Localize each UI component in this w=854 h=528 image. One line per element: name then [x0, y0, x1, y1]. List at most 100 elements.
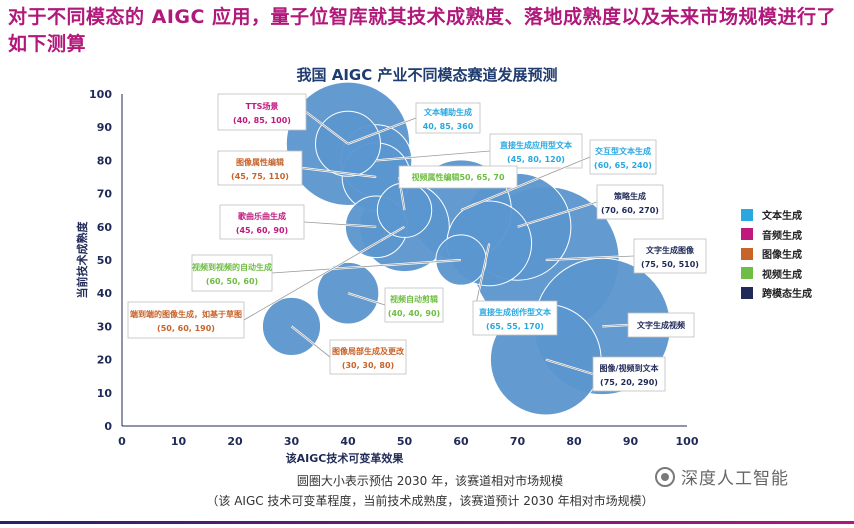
label-box — [191, 254, 273, 292]
bubble-label: 策略生成 — [614, 191, 646, 201]
label-box — [627, 312, 695, 338]
legend-item: 文本生成 — [741, 205, 812, 225]
y-tick-label: 40 — [97, 287, 113, 300]
bubble-value: (40, 40, 90) — [388, 309, 440, 318]
legend-item: 音频生成 — [741, 225, 812, 245]
label-box — [633, 238, 707, 274]
bubble-label: 图像局部生成及更改 — [332, 346, 405, 356]
x-tick-label: 60 — [453, 435, 469, 448]
x-tick-label: 80 — [566, 435, 582, 448]
watermark-text: 深度人工智能 — [681, 469, 789, 489]
legend-item: 跨模态生成 — [741, 283, 812, 303]
y-tick-label: 50 — [97, 254, 113, 267]
leader-line — [303, 221, 377, 228]
y-tick-label: 0 — [104, 420, 112, 433]
bubble-label: 文字生成视频 — [637, 320, 685, 330]
bubble-label: 视频属性编辑50, 65, 70 — [411, 172, 504, 182]
bubble-label: 交互型文本生成 — [595, 146, 651, 156]
y-tick-label: 90 — [97, 121, 113, 134]
legend-label: 文本生成 — [762, 211, 802, 223]
legend-label: 音频生成 — [762, 230, 802, 242]
leader-line — [271, 259, 462, 274]
y-tick-label: 80 — [97, 154, 113, 167]
x-tick-label: 40 — [340, 435, 356, 448]
legend-swatch — [741, 267, 753, 280]
legend-item: 视频生成 — [741, 264, 812, 284]
legend-swatch — [741, 247, 753, 260]
legend-swatch — [741, 286, 753, 299]
legend: 文本生成音频生成图像生成视频生成跨模态生成 — [741, 205, 812, 303]
label-box — [415, 102, 481, 134]
bubble-value: (65, 55, 170) — [486, 322, 544, 331]
leader-line — [517, 201, 598, 228]
bubble-label: 视频到视频的自动生成 — [192, 262, 272, 272]
bubble-value: (50, 60, 190) — [157, 324, 215, 333]
label-box — [384, 287, 444, 323]
x-tick-label: 30 — [284, 435, 300, 448]
x-tick-label: 0 — [118, 435, 126, 448]
bubble-value: (75, 20, 290) — [600, 378, 658, 387]
bubble-label: 视频自动剪辑 — [390, 294, 438, 304]
label-box — [329, 339, 407, 375]
leader-line — [347, 292, 386, 306]
legend-swatch — [741, 208, 753, 221]
y-tick-label: 70 — [97, 188, 113, 201]
label-box — [472, 300, 558, 336]
bubble-value: (45, 80, 120) — [507, 155, 565, 164]
bubble-value: (30, 30, 80) — [342, 361, 394, 370]
bubble-value: (40, 85, 100) — [233, 116, 291, 125]
chart-title: 我国 AIGC 产业不同模态赛道发展预测 — [296, 66, 558, 84]
leader-line — [301, 167, 377, 178]
leader-line — [545, 255, 635, 261]
bubble-label: TTS场景 — [246, 101, 279, 111]
y-tick-label: 10 — [97, 387, 113, 400]
headline: 对于不同模态的 AIGC 应用，量子位智库就其技术成熟度、落地成熟度以及未来市场… — [8, 6, 837, 55]
leader-line — [376, 150, 491, 161]
leader-line — [602, 324, 629, 327]
leader-line — [305, 111, 349, 145]
bubble-value: (45, 60, 90) — [236, 226, 288, 235]
x-axis-title: 该AIGC技术可变革效果 — [286, 451, 404, 465]
legend-swatch — [741, 228, 753, 241]
label-box — [398, 165, 518, 189]
bubble-label: 端到端的图像生成，如基于草图 — [130, 309, 242, 319]
bubble-label: 直接生成创作型文本 — [479, 307, 551, 317]
label-box — [596, 184, 664, 220]
label-box — [489, 133, 583, 169]
y-tick-label: 60 — [97, 221, 113, 234]
leader-line — [460, 156, 591, 211]
bubble-value: (75, 50, 510) — [641, 260, 699, 269]
wechat-icon — [655, 466, 675, 487]
x-tick-label: 100 — [676, 435, 699, 448]
x-tick-label: 90 — [623, 435, 639, 448]
watermark: 深度人工智能 — [655, 464, 789, 489]
x-tick-label: 50 — [397, 435, 413, 448]
y-tick-label: 100 — [89, 88, 112, 101]
label-box — [589, 139, 657, 175]
legend-label: 跨模态生成 — [762, 289, 812, 301]
y-axis-title: 当前技术成熟度 — [75, 221, 89, 299]
size-note: 圆圈大小表示预估 2030 年，该赛道相对市场规模 — [296, 474, 564, 488]
x-tick-label: 70 — [510, 435, 526, 448]
bubble-value: (70, 60, 270) — [601, 206, 659, 215]
label-box — [127, 301, 245, 339]
leader-line — [243, 226, 405, 321]
bubble-value: (45, 75, 110) — [231, 172, 289, 181]
bubble-value: (60, 50, 60) — [206, 277, 258, 286]
bubble-label: 直接生成应用型文本 — [500, 140, 572, 150]
label-box — [217, 150, 303, 186]
label-box — [217, 93, 307, 131]
legend-label: 图像生成 — [762, 250, 802, 262]
leader-line — [347, 117, 417, 145]
bottom-bar — [0, 521, 854, 524]
y-tick-label: 20 — [97, 354, 113, 367]
legend-item: 图像生成 — [741, 244, 812, 264]
legend-label: 视频生成 — [762, 269, 802, 281]
bubble-value: (60, 65, 240) — [594, 161, 652, 170]
bubble-value: 40, 85, 360 — [423, 122, 474, 131]
bubble-label: 文本辅助生成 — [424, 107, 472, 117]
bubble-label: 文字生成图像 — [646, 245, 695, 255]
leader-line — [545, 359, 594, 375]
y-tick-label: 30 — [97, 320, 113, 333]
